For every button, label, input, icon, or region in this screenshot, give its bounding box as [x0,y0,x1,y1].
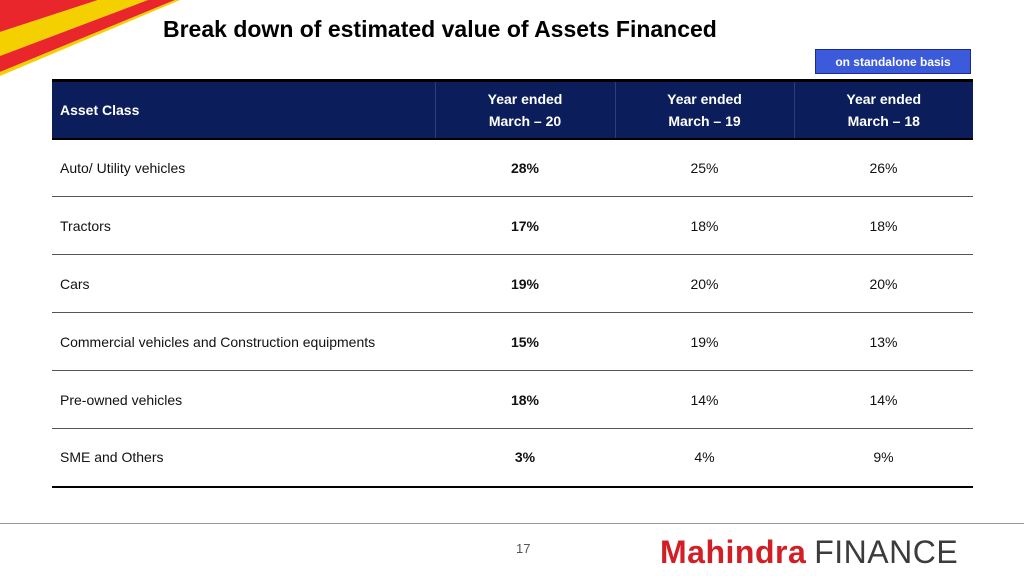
row-label: Tractors [52,196,435,255]
value-march-18: 18% [794,196,973,255]
value-march-20: 15% [435,312,615,371]
table-row: Pre-owned vehicles 18% 14% 14% [52,370,973,429]
value-march-20: 28% [435,138,615,197]
value-march-19: 4% [615,428,794,488]
row-label: Pre-owned vehicles [52,370,435,429]
value-march-20: 17% [435,196,615,255]
header-year-ended-march-20: Year ended March – 20 [434,79,615,140]
value-march-18: 13% [794,312,973,371]
page-number: 17 [516,541,531,556]
header-line1: Year ended [487,90,563,107]
table-row: Commercial vehicles and Construction equ… [52,312,973,371]
value-march-19: 19% [615,312,794,371]
table-row: SME and Others 3% 4% 9% [52,428,973,488]
mahindra-finance-logo: Mahindra FINANCE [660,532,958,572]
row-label: Auto/ Utility vehicles [52,138,435,197]
table-header-row: Asset Class Year ended March – 20 Year e… [52,79,973,140]
header-line2: March – 20 [488,112,562,129]
header-line2: March – 19 [668,112,741,129]
value-march-19: 20% [615,254,794,313]
value-march-18: 9% [794,428,973,488]
header-asset-class: Asset Class [52,79,435,140]
header-year-ended-march-19: Year ended March – 19 [614,79,794,140]
row-label: Cars [52,254,435,313]
value-march-19: 25% [615,138,794,197]
header-line1: Year ended [846,90,922,107]
footer-divider [0,523,1024,524]
value-march-20: 19% [435,254,615,313]
header-line2: March – 18 [847,112,920,129]
assets-table: Asset Class Year ended March – 20 Year e… [52,79,973,488]
value-march-18: 20% [794,254,973,313]
value-march-18: 14% [794,370,973,429]
row-label: Commercial vehicles and Construction equ… [52,312,435,371]
table-row: Auto/ Utility vehicles 28% 25% 26% [52,138,973,197]
standalone-badge: on standalone basis [815,49,971,74]
logo-brand: Mahindra [660,533,807,570]
corner-decoration [0,0,180,76]
header-line1: Year ended [667,90,742,107]
value-march-18: 26% [794,138,973,197]
logo-suffix: FINANCE [814,533,959,570]
value-march-19: 14% [615,370,794,429]
value-march-19: 18% [615,196,794,255]
table-row: Cars 19% 20% 20% [52,254,973,313]
header-year-ended-march-18: Year ended March – 18 [793,79,973,140]
value-march-20: 3% [435,428,615,488]
value-march-20: 18% [435,370,615,429]
row-label: SME and Others [52,428,435,488]
page-title: Break down of estimated value of Assets … [163,16,717,42]
table-row: Tractors 17% 18% 18% [52,196,973,255]
